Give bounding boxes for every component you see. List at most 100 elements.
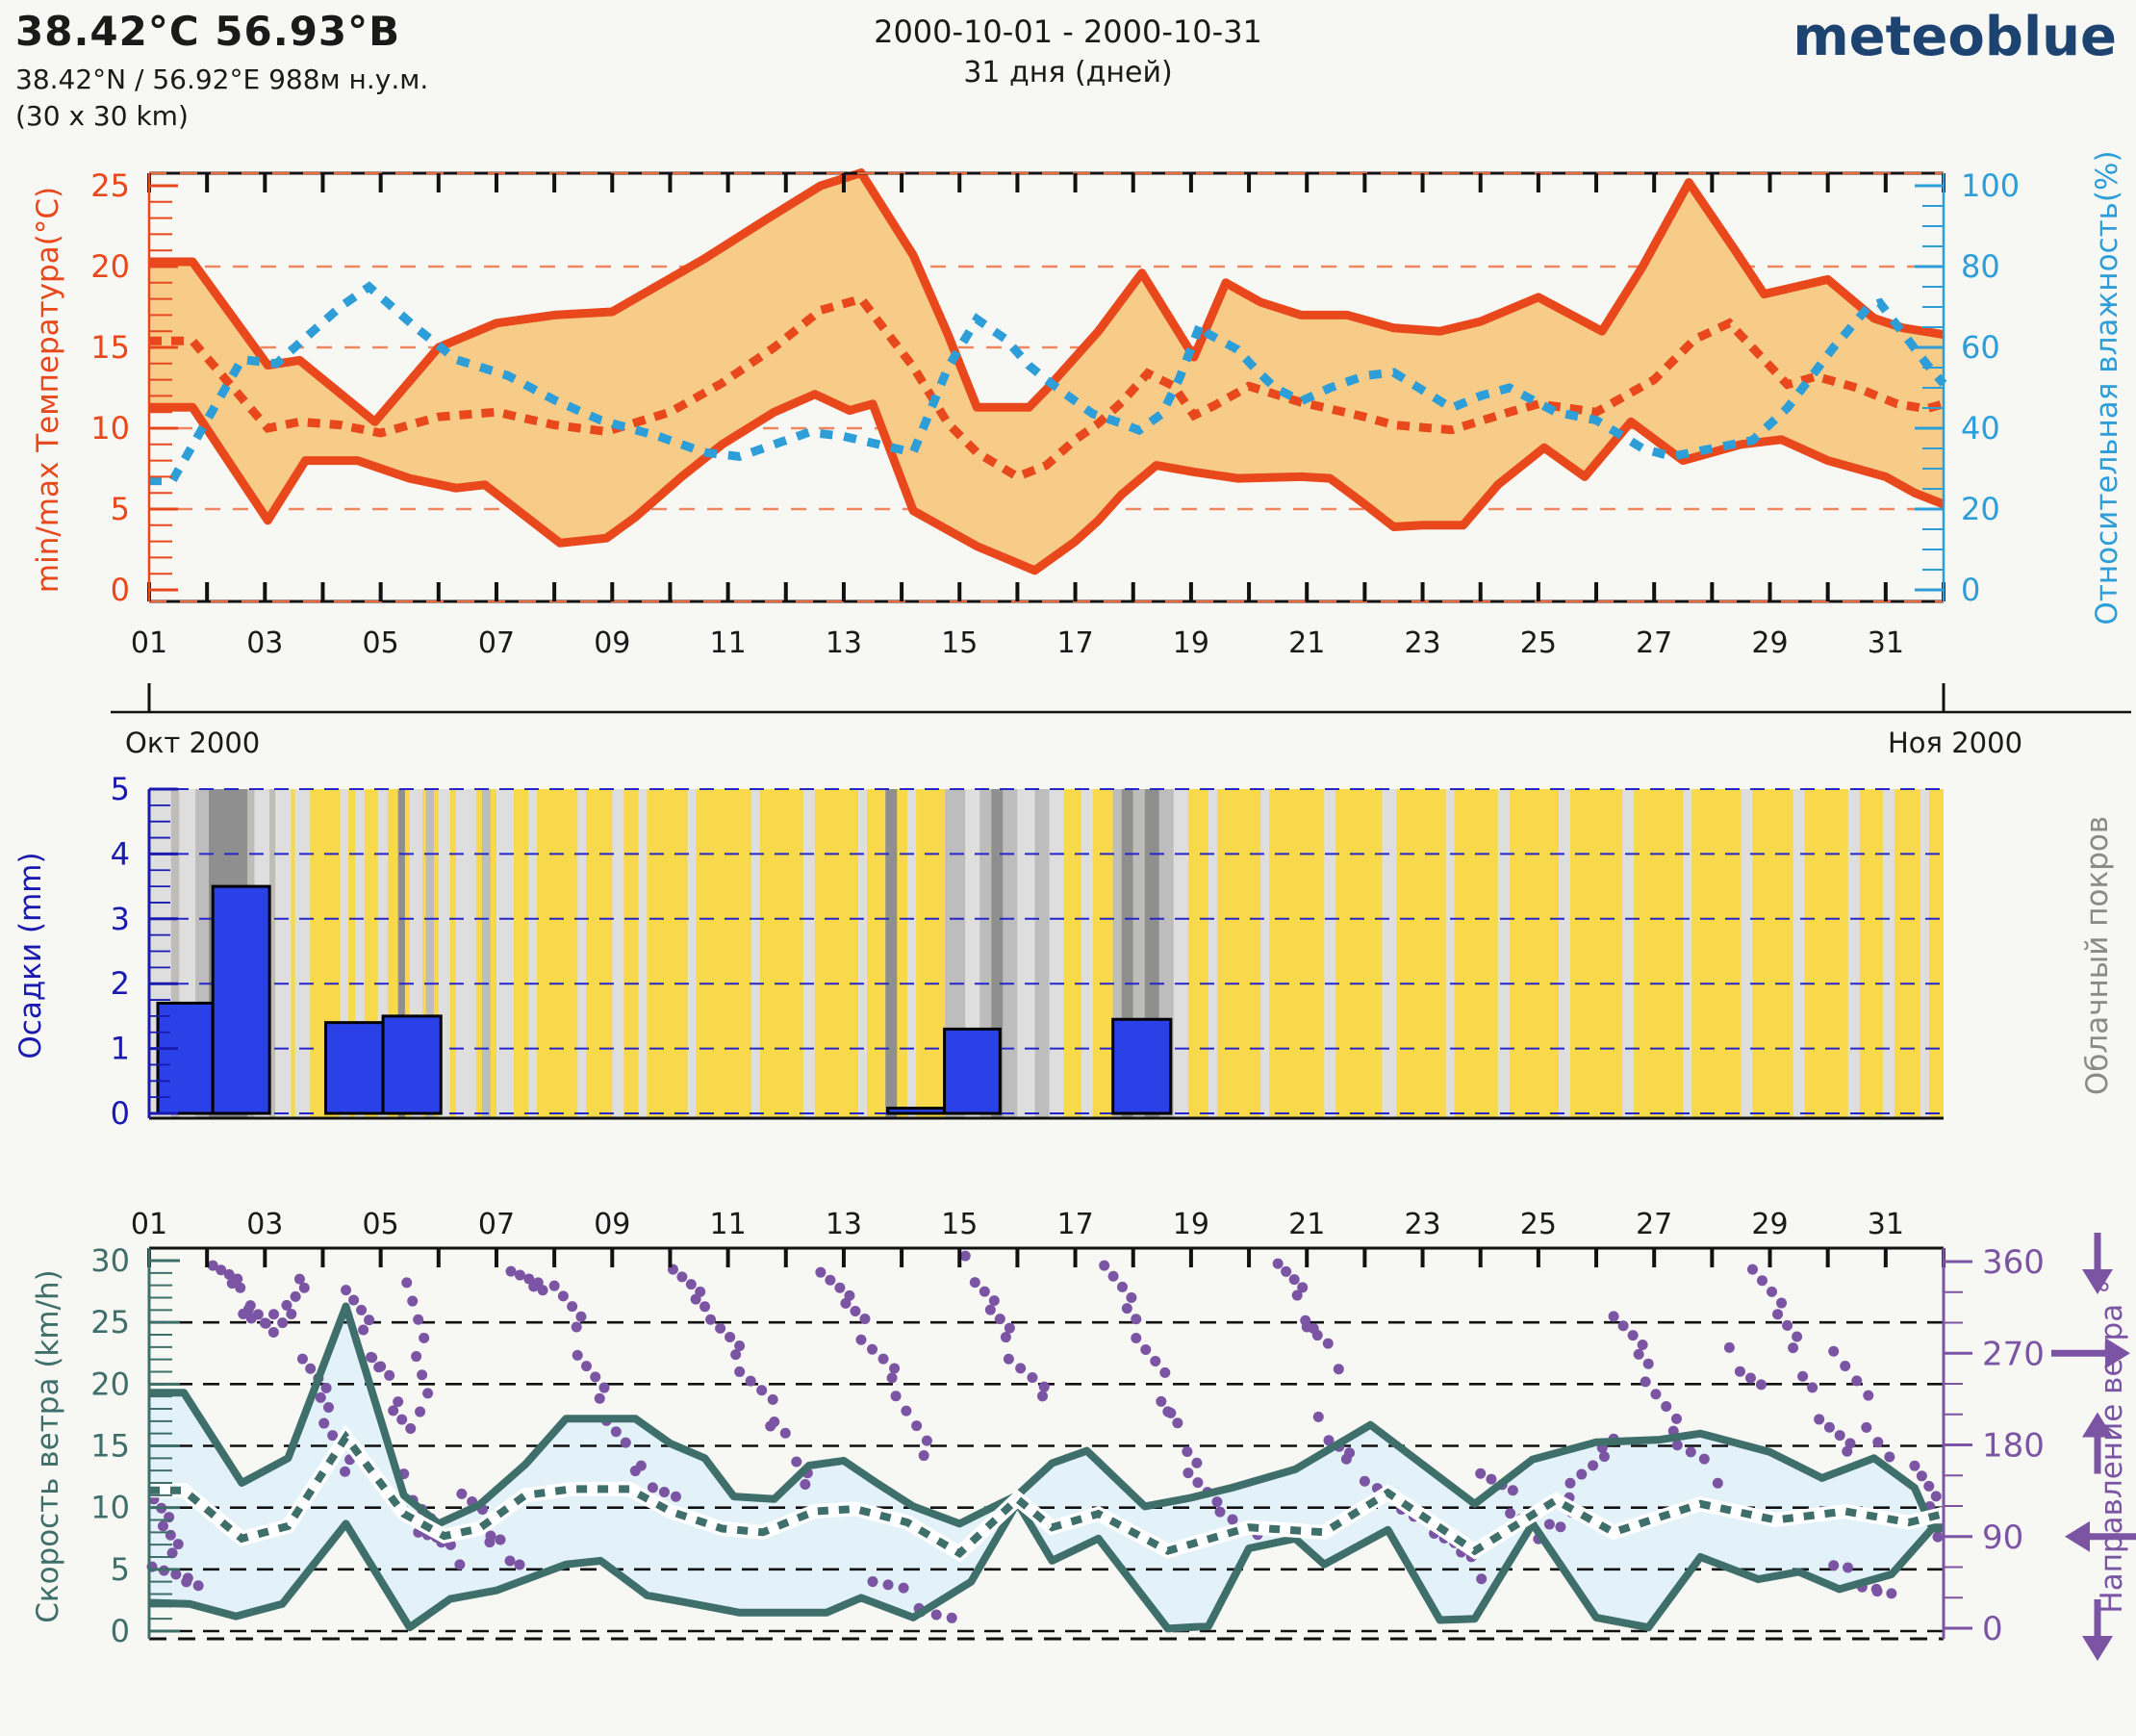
wind-direction-dot — [882, 1579, 894, 1591]
wind-direction-dot — [1182, 1445, 1193, 1457]
wind-direction-dot — [1642, 1358, 1654, 1369]
humidity-tick-label: 0 — [1961, 572, 1980, 608]
wind-direction-dot — [1131, 1333, 1142, 1344]
precipitation-bar — [381, 1014, 443, 1115]
wind-direction-dot — [523, 1273, 535, 1285]
wind-direction-dot — [1843, 1562, 1854, 1573]
cloud-stripe — [612, 789, 624, 1118]
wind-direction-dot — [320, 1382, 332, 1393]
wind-direction-dot — [594, 1392, 605, 1404]
wind-direction-dot — [930, 1609, 942, 1621]
wind-direction-dot — [979, 1286, 990, 1297]
wind-direction-dot — [548, 1280, 560, 1291]
wind-direction-dot — [1272, 1258, 1284, 1269]
wind-direction-dot — [670, 1491, 681, 1502]
wind-direction-dot — [918, 1450, 929, 1462]
wind-direction-dot — [341, 1285, 352, 1296]
wind-direction-dot — [1834, 1430, 1845, 1442]
wind-direction-dot — [705, 1314, 717, 1325]
wind-direction-dot — [658, 1487, 670, 1498]
wind-direction-dot — [1564, 1477, 1576, 1489]
wind-direction-dot — [590, 1371, 601, 1383]
winddir-tick-label: 360 — [1982, 1243, 2045, 1282]
wind-direction-dot — [1126, 1291, 1137, 1303]
wind-direction-dot — [825, 1274, 836, 1286]
wind-direction-dot — [259, 1317, 270, 1329]
wind-direction-dot — [1698, 1453, 1710, 1465]
cloud-stripe — [1003, 789, 1018, 1118]
wind-direction-dot — [580, 1361, 592, 1372]
wind-direction-dot — [572, 1349, 583, 1361]
precipitation-bar — [886, 1107, 947, 1115]
wind-direction-dot — [1543, 1519, 1555, 1530]
wind-direction-dot — [1842, 1445, 1853, 1457]
wind-direction-dot — [1772, 1309, 1784, 1320]
precip-tick-label: 0 — [111, 1095, 130, 1132]
chart3-day-label: 19 — [1173, 1208, 1209, 1241]
wind-direction-dot — [756, 1385, 768, 1396]
wind-direction-dot — [911, 1420, 923, 1432]
chart1-day-label: 09 — [594, 626, 630, 660]
wind-direction-dot — [1486, 1473, 1497, 1485]
wind-direction-dot — [384, 1369, 395, 1381]
wind-direction-dot — [1792, 1331, 1803, 1342]
wind-direction-dot — [1150, 1355, 1161, 1366]
wind-direction-dot — [485, 1530, 496, 1542]
wind-direction-dot — [192, 1580, 204, 1592]
wind-direction-dot — [1861, 1421, 1872, 1433]
wind-direction-dot — [1027, 1372, 1038, 1384]
day-count-label: 31 дня (дней) — [963, 56, 1173, 89]
wind-direction-dot — [375, 1361, 387, 1372]
wind-direction-dot — [959, 1250, 971, 1262]
windspeed-tick-label: 25 — [90, 1304, 130, 1340]
cloud-stripe — [1683, 789, 1692, 1118]
chart1-day-label: 19 — [1173, 626, 1209, 660]
wind-direction-dot — [1323, 1435, 1335, 1446]
wind-direction-dot — [725, 1331, 736, 1342]
wind-direction-dot — [610, 1426, 622, 1438]
wind-direction-dot — [571, 1321, 582, 1333]
chart1-day-label: 01 — [131, 626, 167, 660]
windmax-line — [149, 1302, 1944, 1532]
wind-direction-dot — [358, 1324, 369, 1336]
cloud-stripe — [481, 789, 491, 1118]
wind-direction-dot — [850, 1305, 861, 1316]
chart3-day-label: 23 — [1404, 1208, 1440, 1241]
wind-direction-dot — [1476, 1573, 1488, 1585]
chart3-day-label: 27 — [1636, 1208, 1672, 1241]
wind-direction-dot — [767, 1393, 778, 1405]
cloud-stripe — [1112, 789, 1122, 1118]
wind-direction-dot — [207, 1260, 218, 1271]
cloud-stripe — [885, 789, 898, 1118]
cloud-stripe — [269, 789, 276, 1118]
wind-direction-dot — [340, 1466, 351, 1477]
wind-direction-dot — [1807, 1382, 1818, 1393]
precipitation-bar — [1111, 1017, 1173, 1115]
wind-direction-dot — [1099, 1260, 1110, 1271]
wind-direction-dot — [1871, 1586, 1883, 1597]
meteoblue-logo[interactable]: meteoblue — [1793, 6, 2117, 68]
wind-direction-dot — [1814, 1414, 1825, 1425]
windspeed-tick-label: 20 — [90, 1366, 130, 1402]
wind-direction-dot — [1159, 1366, 1171, 1378]
wind-direction-dot — [898, 1582, 909, 1594]
chart1-day-label: 07 — [478, 626, 515, 660]
humidity-tick-label: 100 — [1961, 167, 2020, 204]
wind-direction-dot — [1140, 1343, 1152, 1355]
precipitation-bar — [211, 884, 271, 1115]
wind-direction-dot — [730, 1349, 742, 1361]
cloud-stripe — [857, 789, 867, 1118]
wind-direction-dot — [1475, 1468, 1487, 1479]
wind-direction-dot — [890, 1391, 902, 1402]
chart1-day-label: 31 — [1868, 626, 1904, 660]
date-range-label: 2000-10-01 - 2000-10-31 — [874, 13, 1262, 50]
temp-tick-label: 0 — [111, 572, 130, 608]
wind-direction-dot — [396, 1414, 408, 1425]
wind-direction-dot — [1746, 1264, 1758, 1275]
wind-direction-dot — [454, 1559, 466, 1570]
wind-direction-dot — [1191, 1457, 1203, 1468]
wind-direction-dot — [267, 1327, 279, 1339]
windmean-dotted-line — [149, 1430, 1945, 1559]
cloud-stripe — [750, 789, 760, 1118]
